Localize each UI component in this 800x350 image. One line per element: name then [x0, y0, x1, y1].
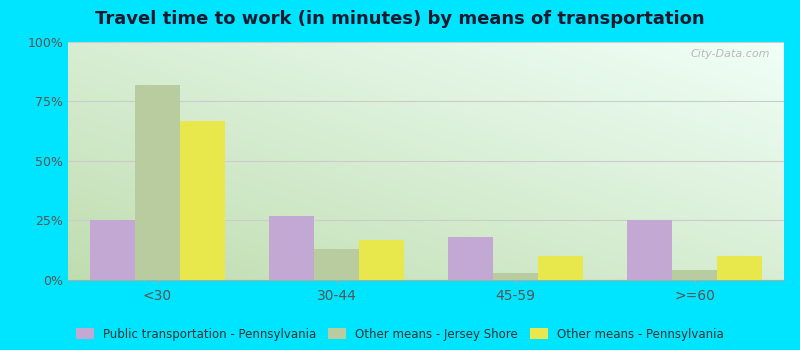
Bar: [672, 271, 717, 280]
Text: City-Data.com: City-Data.com: [690, 49, 770, 59]
Bar: [717, 256, 762, 280]
Bar: [359, 239, 404, 280]
Bar: [90, 220, 135, 280]
Bar: [180, 120, 225, 280]
Bar: [627, 220, 672, 280]
Bar: [538, 256, 582, 280]
Bar: [493, 273, 538, 280]
Legend: Public transportation - Pennsylvania, Other means - Jersey Shore, Other means - : Public transportation - Pennsylvania, Ot…: [73, 324, 727, 344]
Text: Travel time to work (in minutes) by means of transportation: Travel time to work (in minutes) by mean…: [95, 10, 705, 28]
Bar: [270, 216, 314, 280]
Bar: [448, 237, 493, 280]
Bar: [135, 85, 180, 280]
Bar: [314, 249, 359, 280]
